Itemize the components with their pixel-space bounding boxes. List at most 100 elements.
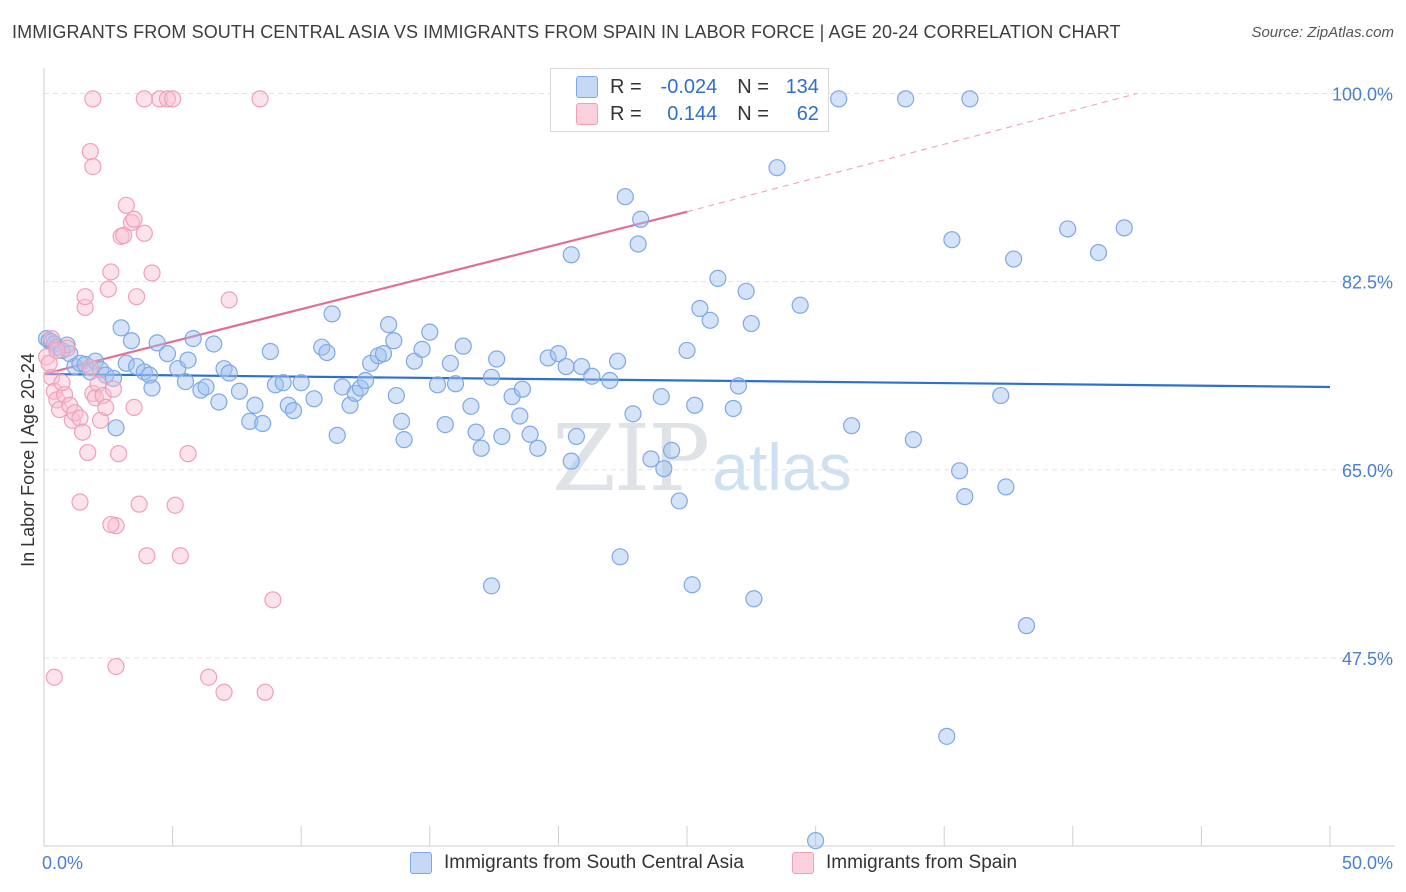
data-point-south-central-asia (683, 576, 701, 594)
data-point-south-central-asia (421, 323, 439, 341)
data-point-spain (125, 210, 143, 228)
data-point-south-central-asia (158, 345, 177, 363)
data-point-south-central-asia (670, 492, 688, 510)
data-point-spain (81, 142, 99, 161)
data-point-spain (48, 341, 66, 360)
data-point-south-central-asia (513, 380, 531, 398)
y-tick-label: 82.5% (1342, 273, 1393, 293)
data-point-south-central-asia (210, 393, 228, 411)
data-point-spain (53, 374, 71, 392)
data-point-south-central-asia (143, 379, 161, 397)
data-point-south-central-asia (791, 296, 809, 314)
data-point-south-central-asia (691, 299, 709, 318)
data-point-south-central-asia (686, 396, 704, 414)
data-point-south-central-asia (652, 388, 670, 406)
data-point-south-central-asia (328, 426, 346, 444)
data-point-south-central-asia (737, 282, 755, 300)
data-point-south-central-asia (135, 363, 153, 381)
data-point-south-central-asia (655, 460, 673, 478)
data-point-south-central-asia (112, 319, 130, 337)
data-point-south-central-asia (122, 332, 141, 350)
data-point-spain (122, 213, 141, 232)
data-point-south-central-asia (938, 727, 956, 745)
data-point-south-central-asia (107, 419, 125, 437)
data-point-south-central-asia (387, 386, 405, 405)
watermark-atlas: atlas (712, 430, 852, 504)
data-point-south-central-asia (305, 390, 323, 408)
data-point-south-central-asia (405, 352, 423, 370)
data-point-south-central-asia (709, 269, 727, 287)
legend-n-label: N = (737, 102, 769, 125)
data-point-south-central-asia (562, 246, 580, 264)
legend-item-south-central-asia: Immigrants from South Central Asia (410, 852, 744, 874)
data-point-spain (99, 280, 117, 298)
data-point-south-central-asia (493, 427, 511, 446)
legend-n-label: N = (737, 75, 769, 98)
data-point-spain (130, 495, 148, 513)
data-point-south-central-asia (529, 439, 547, 457)
data-point-spain (179, 445, 197, 463)
data-point-spain (109, 445, 128, 463)
data-point-south-central-asia (904, 431, 922, 449)
data-point-spain (143, 264, 161, 282)
data-point-south-central-asia (197, 378, 215, 396)
data-point-south-central-asia (616, 188, 634, 206)
data-point-south-central-asia (562, 452, 580, 470)
legend-swatch-blue (410, 852, 432, 874)
data-point-south-central-asia (254, 414, 272, 433)
y-axis-label: In Labor Force | Age 20-24 (18, 353, 38, 567)
x-tick-label: 50.0% (1342, 853, 1393, 873)
data-point-south-central-asia (642, 450, 660, 468)
data-point-south-central-asia (1115, 219, 1133, 237)
legend-label-spain: Immigrants from Spain (826, 852, 1018, 873)
data-point-south-central-asia (1089, 244, 1108, 262)
data-point-south-central-asia (521, 425, 539, 443)
data-point-spain (104, 380, 123, 398)
data-point-spain (200, 668, 218, 686)
data-point-south-central-asia (557, 357, 575, 376)
data-point-south-central-asia (284, 402, 303, 420)
data-point-spain (171, 547, 189, 565)
legend-item-spain: Immigrants from Spain (792, 852, 1017, 874)
data-point-south-central-asia (742, 314, 760, 333)
legend-r-label: R = (610, 102, 642, 125)
data-point-south-central-asia (117, 354, 135, 372)
data-point-south-central-asia (462, 397, 480, 415)
data-point-south-central-asia (148, 334, 166, 352)
data-point-south-central-asia (246, 396, 264, 414)
data-point-spain (102, 263, 120, 281)
data-point-south-central-asia (192, 381, 210, 399)
legend-swatch-blue (576, 76, 598, 98)
data-point-spain (264, 591, 282, 609)
legend-r-label: R = (610, 75, 642, 98)
data-point-spain (158, 90, 177, 108)
data-point-south-central-asia (943, 231, 961, 249)
data-point-spain (76, 288, 94, 306)
data-point-spain (102, 515, 120, 534)
data-point-spain (138, 547, 156, 565)
data-point-south-central-asia (428, 376, 447, 394)
data-point-spain (40, 354, 58, 372)
data-point-south-central-asia (583, 367, 601, 385)
data-point-spain (135, 90, 153, 108)
data-point-south-central-asia (488, 350, 506, 368)
data-point-spain (58, 339, 76, 357)
data-point-south-central-asia (549, 345, 568, 363)
data-point-south-central-asia (292, 374, 310, 392)
data-point-south-central-asia (220, 364, 238, 382)
data-point-spain (81, 359, 99, 377)
data-point-south-central-asia (629, 235, 647, 253)
data-point-south-central-asia (678, 341, 696, 360)
data-point-spain (215, 683, 233, 701)
data-point-south-central-asia (374, 345, 393, 363)
legend-r-value: 0.144 (667, 102, 718, 125)
data-point-south-central-asia (724, 399, 742, 418)
data-point-south-central-asia (997, 478, 1015, 496)
data-point-south-central-asia (608, 352, 627, 370)
series-legend: Immigrants from South Central Asia Immig… (0, 852, 1406, 878)
chart-source: Source: ZipAtlas.com (1251, 24, 1394, 41)
data-point-south-central-asia (601, 371, 619, 390)
trend-line-spain (43, 210, 688, 376)
legend-swatch-pink (792, 852, 814, 874)
data-point-spain (45, 668, 63, 686)
